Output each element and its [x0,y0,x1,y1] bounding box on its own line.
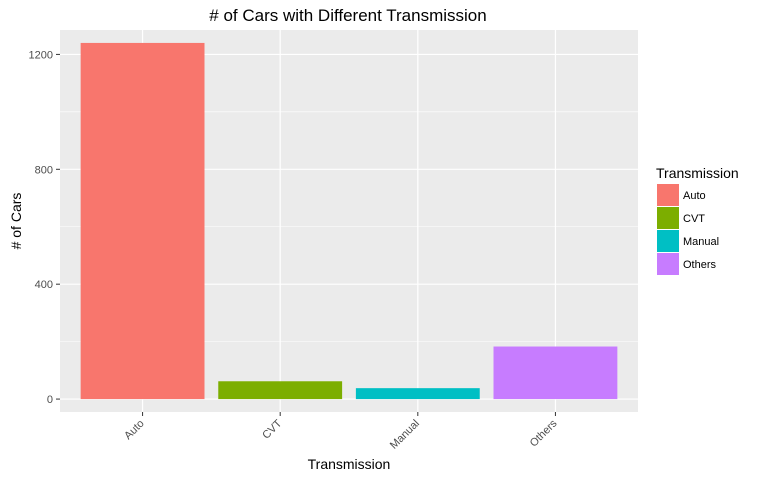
bars [80,42,618,400]
legend-label-cvt: CVT [683,213,705,225]
y-axis-title: # of Cars [8,193,24,250]
y-tick-label: 0 [47,394,53,406]
x-tick-label: CVT [260,417,284,441]
legend-key-others [657,253,679,275]
legend-key-manual [657,230,679,252]
x-tick-label: Others [528,417,560,449]
legend-label-others: Others [683,259,717,271]
legend: Transmission Auto CVT Manual Others [656,165,739,275]
x-tick-label: Auto [122,418,146,442]
legend-title: Transmission [656,165,739,181]
legend-key-cvt [657,207,679,229]
bar-cvt [218,381,343,400]
legend-items: Auto CVT Manual Others [657,184,719,275]
y-tick-label: 800 [35,164,53,176]
legend-label-auto: Auto [683,190,706,202]
legend-key-auto [657,184,679,206]
bar-others [493,346,618,400]
bar-auto [80,42,205,400]
legend-label-manual: Manual [683,236,719,248]
x-axis-title: Transmission [308,456,391,472]
x-axis: Auto CVT Manual Others [122,412,560,452]
y-axis: 0 400 800 1200 [29,49,60,406]
chart-title: # of Cars with Different Transmission [209,6,486,25]
y-tick-label: 400 [35,279,53,291]
x-tick-label: Manual [388,418,422,452]
bar-manual [355,388,480,400]
y-tick-label: 1200 [29,49,53,61]
